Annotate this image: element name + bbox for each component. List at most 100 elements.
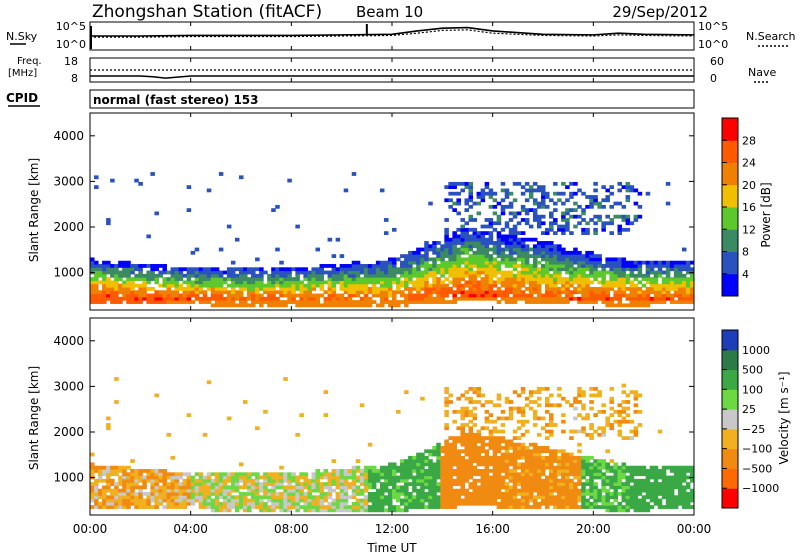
velocity-cell bbox=[359, 478, 365, 483]
velocity-cell bbox=[323, 485, 329, 490]
velocity-cell bbox=[287, 492, 292, 496]
power-cell bbox=[174, 270, 180, 275]
velocity-cell bbox=[532, 446, 538, 450]
velocity-cell bbox=[186, 472, 192, 477]
power-cell bbox=[162, 290, 168, 295]
power-cell bbox=[484, 224, 490, 229]
power-cell bbox=[186, 283, 192, 288]
velocity-cell bbox=[496, 495, 502, 500]
velocity-cell bbox=[234, 508, 240, 513]
power-cell bbox=[536, 300, 542, 304]
velocity-cell bbox=[645, 482, 651, 486]
power-cell bbox=[182, 300, 188, 304]
power-cell bbox=[444, 277, 449, 281]
power-cell bbox=[613, 283, 618, 288]
velocity-cell bbox=[263, 495, 268, 500]
power-cell bbox=[343, 188, 349, 193]
power-cell bbox=[464, 247, 470, 252]
power-cell bbox=[416, 250, 421, 255]
power-cell bbox=[468, 293, 474, 298]
power-cell bbox=[500, 198, 506, 203]
velocity-cell bbox=[198, 472, 204, 477]
power-cell bbox=[621, 260, 627, 265]
power-cell bbox=[601, 273, 606, 278]
velocity-cell bbox=[581, 416, 586, 421]
velocity-cell bbox=[577, 386, 582, 391]
power-cell bbox=[198, 296, 204, 301]
power-cell bbox=[601, 293, 606, 298]
velocity-cell bbox=[424, 478, 429, 483]
power-cell bbox=[404, 300, 409, 304]
freq-left-tick-bottom: 8 bbox=[71, 72, 78, 85]
velocity-cell bbox=[202, 498, 208, 503]
power-cell bbox=[408, 264, 413, 268]
power-cell bbox=[508, 277, 514, 281]
power-cell bbox=[190, 283, 196, 288]
power-cell bbox=[512, 290, 518, 295]
power-cell bbox=[549, 257, 554, 262]
velocity-cell bbox=[460, 472, 465, 477]
velocity-cell bbox=[299, 498, 304, 503]
power-cell bbox=[452, 181, 457, 186]
power-cell bbox=[452, 234, 457, 239]
power-cell bbox=[351, 280, 357, 285]
power-cell bbox=[569, 250, 574, 255]
power-cell bbox=[162, 300, 168, 304]
velocity-cell bbox=[528, 498, 534, 503]
velocity-cell bbox=[460, 436, 465, 440]
velocity-cell bbox=[287, 488, 292, 493]
power-cell bbox=[573, 247, 578, 252]
power-cell bbox=[553, 181, 558, 186]
power-cell bbox=[263, 300, 268, 304]
power-cell bbox=[408, 280, 413, 285]
velocity-cell bbox=[174, 492, 180, 496]
velocity-cell bbox=[508, 472, 514, 477]
power-cell bbox=[428, 270, 433, 275]
power-cell bbox=[452, 185, 457, 190]
velocity-cell bbox=[565, 472, 570, 477]
velocity-cell bbox=[210, 501, 216, 506]
power-cell bbox=[110, 273, 115, 278]
power-cell bbox=[444, 244, 449, 249]
velocity-cell bbox=[589, 426, 594, 431]
power-cell bbox=[468, 227, 474, 232]
velocity-cell bbox=[367, 469, 373, 473]
velocity-cell bbox=[641, 478, 647, 483]
velocity-cell bbox=[299, 485, 304, 490]
power-cell bbox=[520, 283, 526, 288]
velocity-cell bbox=[291, 492, 296, 496]
velocity-cell bbox=[573, 488, 578, 493]
velocity-cell bbox=[532, 416, 538, 421]
velocity-cell bbox=[641, 505, 647, 509]
velocity-cell bbox=[383, 508, 389, 513]
velocity-cell bbox=[661, 469, 667, 473]
velocity-cell bbox=[359, 475, 365, 480]
power-cell bbox=[114, 283, 119, 288]
velocity-cell bbox=[500, 501, 506, 506]
velocity-cell bbox=[122, 498, 127, 503]
velocity-cell bbox=[271, 505, 276, 509]
velocity-cell bbox=[448, 498, 453, 503]
date-label: 29/Sep/2012 bbox=[612, 3, 708, 21]
velocity-cell bbox=[339, 485, 345, 490]
power-cell bbox=[130, 300, 135, 304]
velocity-cell bbox=[573, 462, 578, 467]
velocity-cell bbox=[396, 465, 401, 470]
power-cell bbox=[311, 300, 316, 304]
power-cell bbox=[371, 287, 377, 291]
power-cell bbox=[689, 293, 695, 298]
power-cell bbox=[214, 300, 220, 304]
velocity-cell bbox=[500, 469, 506, 473]
power-cell bbox=[275, 290, 280, 295]
velocity-cell bbox=[347, 485, 353, 490]
velocity-cell bbox=[146, 501, 151, 506]
velocity-cell bbox=[641, 485, 647, 490]
velocity-cell bbox=[327, 475, 333, 480]
velocity-cell bbox=[476, 400, 482, 404]
velocity-cell bbox=[492, 403, 498, 408]
velocity-cell bbox=[428, 501, 433, 506]
velocity-cell bbox=[126, 501, 131, 506]
power-cell bbox=[452, 290, 457, 295]
velocity-cell bbox=[392, 492, 397, 496]
power-cell bbox=[549, 264, 554, 268]
